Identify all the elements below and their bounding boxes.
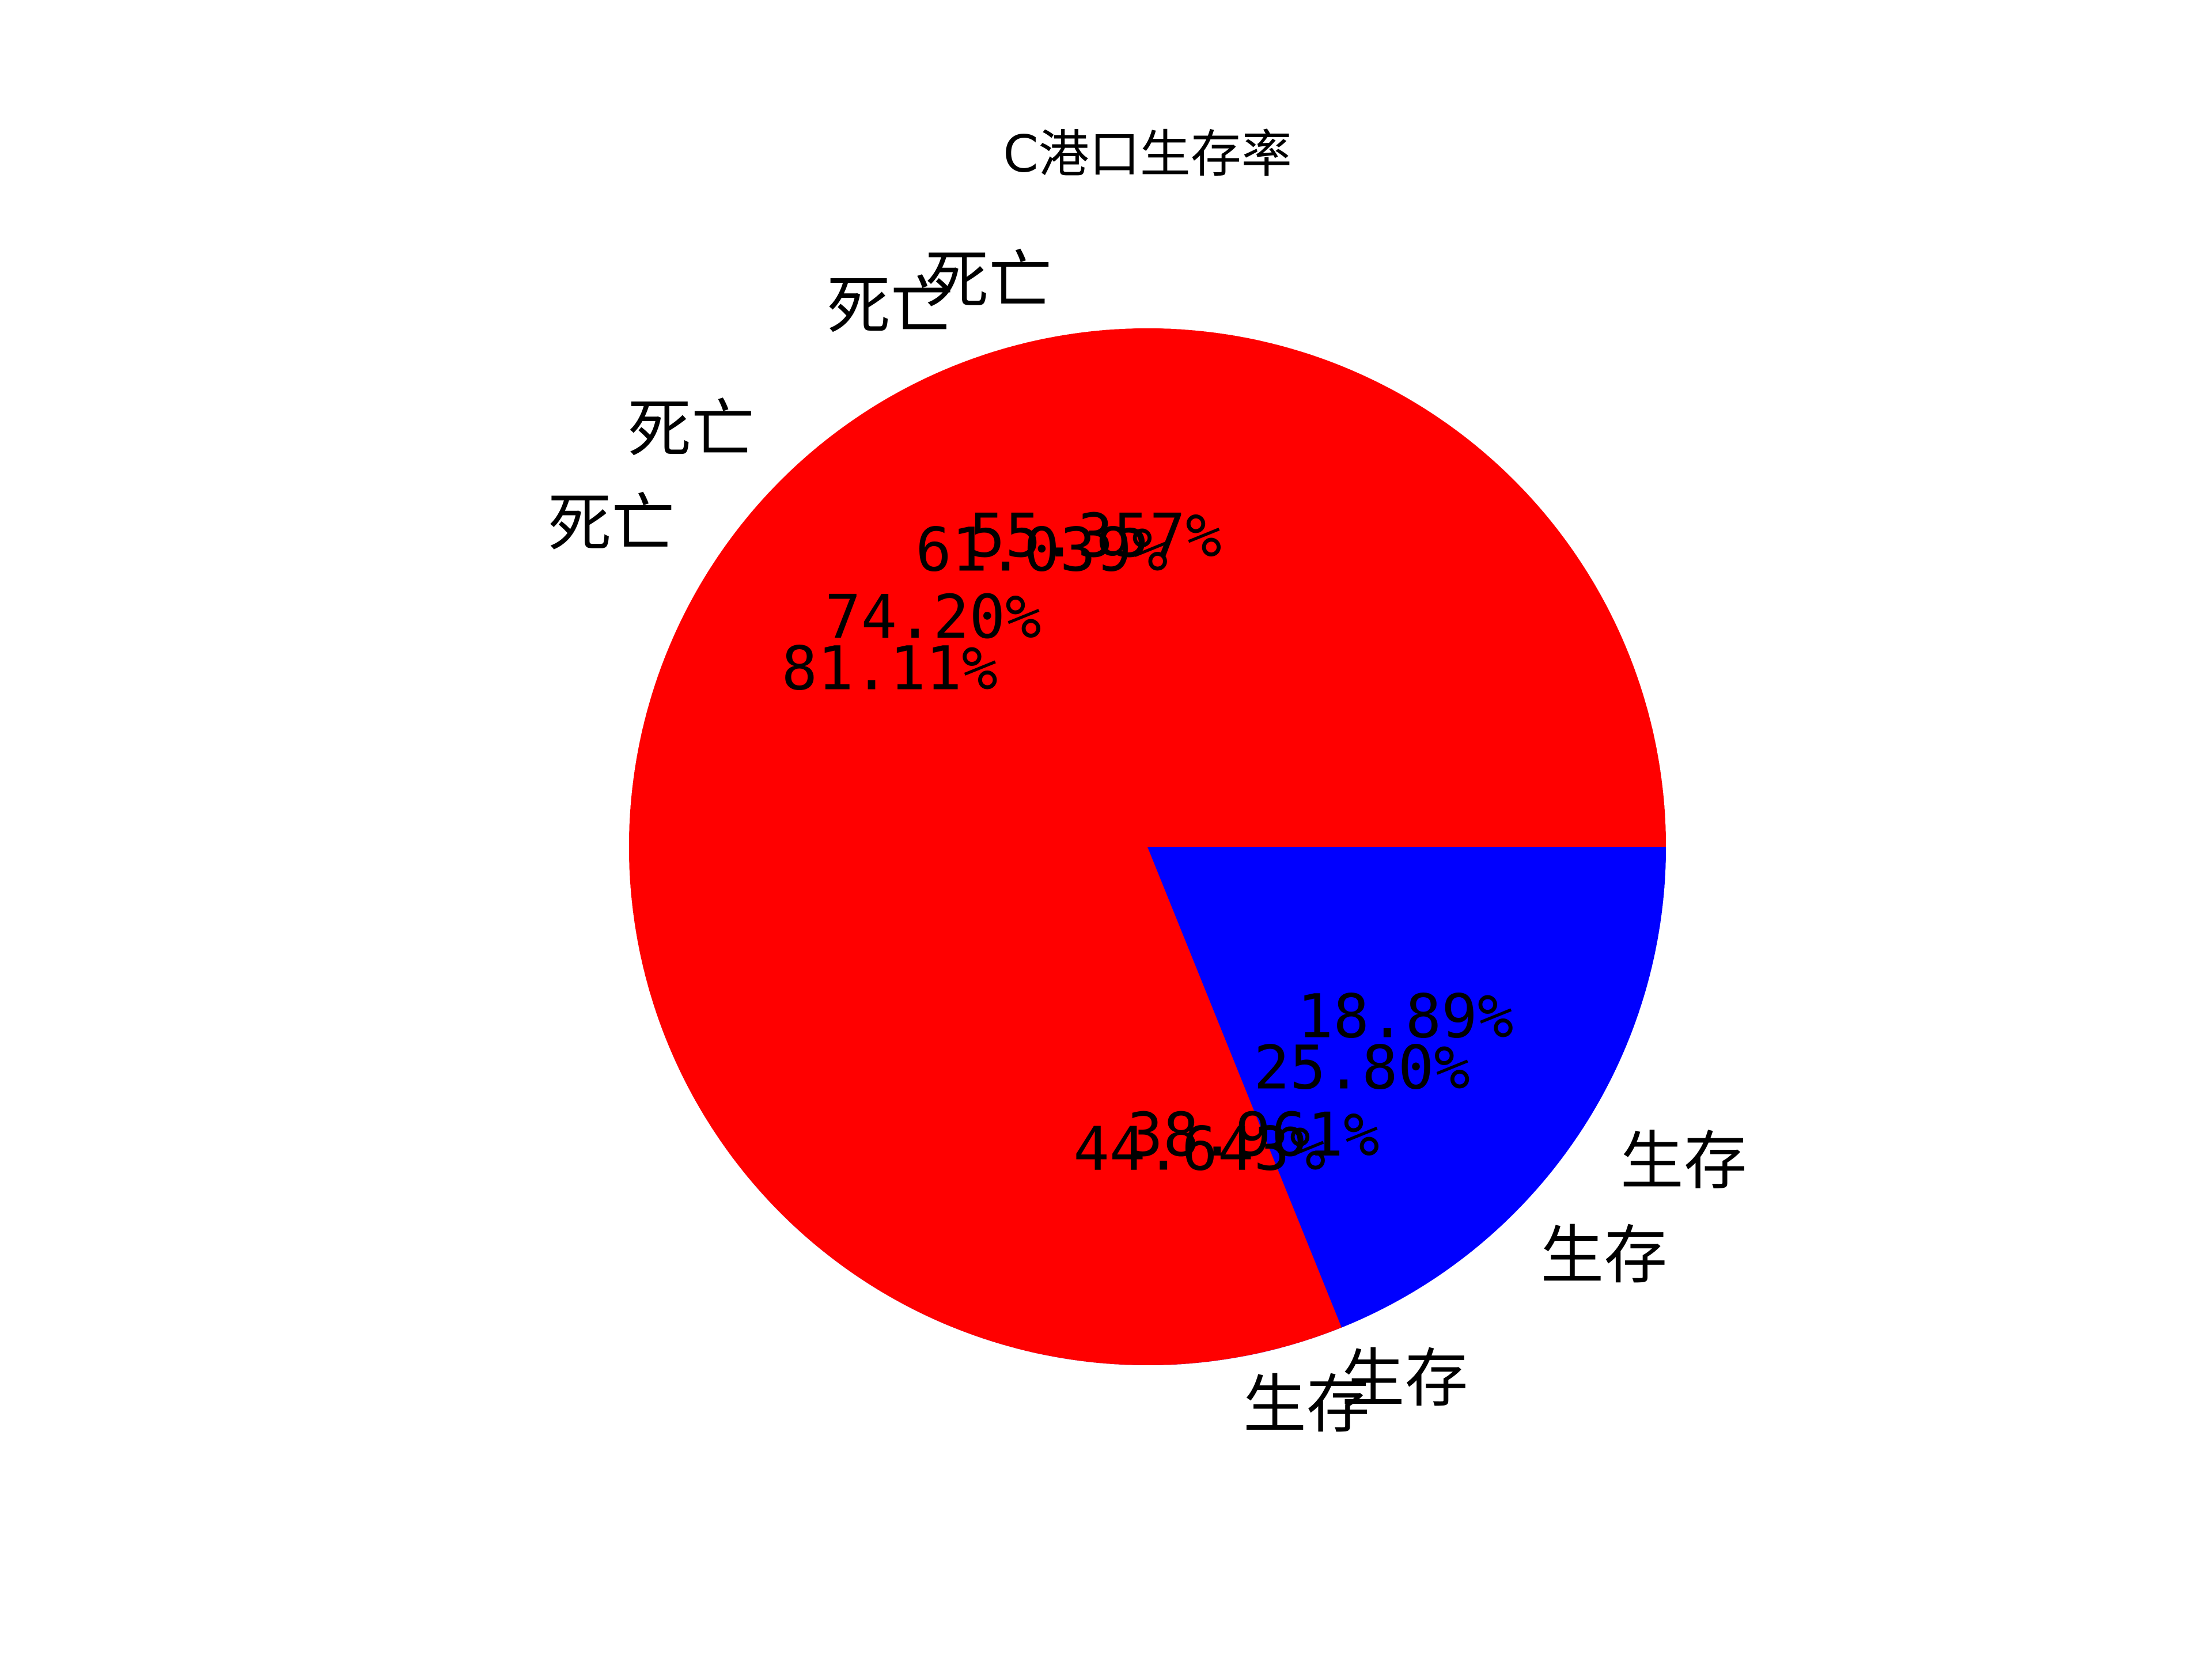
slice-pct-2-0: 74.20% bbox=[825, 582, 1041, 652]
slice-pct-3-1: 18.89% bbox=[1297, 981, 1514, 1051]
pie-slice-3-1 bbox=[1147, 847, 1666, 1328]
slice-label-1-0: 死亡 bbox=[827, 269, 954, 343]
slice-pct-3-0: 81.11% bbox=[781, 633, 998, 703]
slice-label-3-0: 死亡 bbox=[548, 487, 675, 560]
slice-label-2-0: 死亡 bbox=[628, 392, 755, 466]
slice-label-0-1: 生存 bbox=[1243, 1368, 1370, 1441]
slice-label-0-0: 死亡 bbox=[925, 243, 1052, 317]
slice-pct-1-0: 61.039% bbox=[915, 514, 1168, 585]
slice-pct-1-1: 38.961% bbox=[1127, 1100, 1379, 1170]
pie-slices bbox=[628, 328, 1666, 1366]
chart-title: C港口生存率 bbox=[1003, 124, 1291, 184]
slice-label-3-1: 生存 bbox=[1620, 1124, 1747, 1198]
slice-pct-0-0: 55.357% bbox=[969, 501, 1221, 571]
pie-slice-3-0 bbox=[628, 328, 1666, 1365]
pie-labels: 死亡 55.357% 生存 44.643% 死亡 61.039% 生存 38.961% 死亡 74… bbox=[548, 243, 1747, 1441]
slice-label-1-1: 生存 bbox=[1341, 1342, 1468, 1415]
slice-pct-0-1: 44.643% bbox=[1073, 1114, 1325, 1184]
slice-label-2-1: 生存 bbox=[1540, 1219, 1667, 1293]
slice-pct-2-1: 25.80% bbox=[1253, 1033, 1470, 1103]
